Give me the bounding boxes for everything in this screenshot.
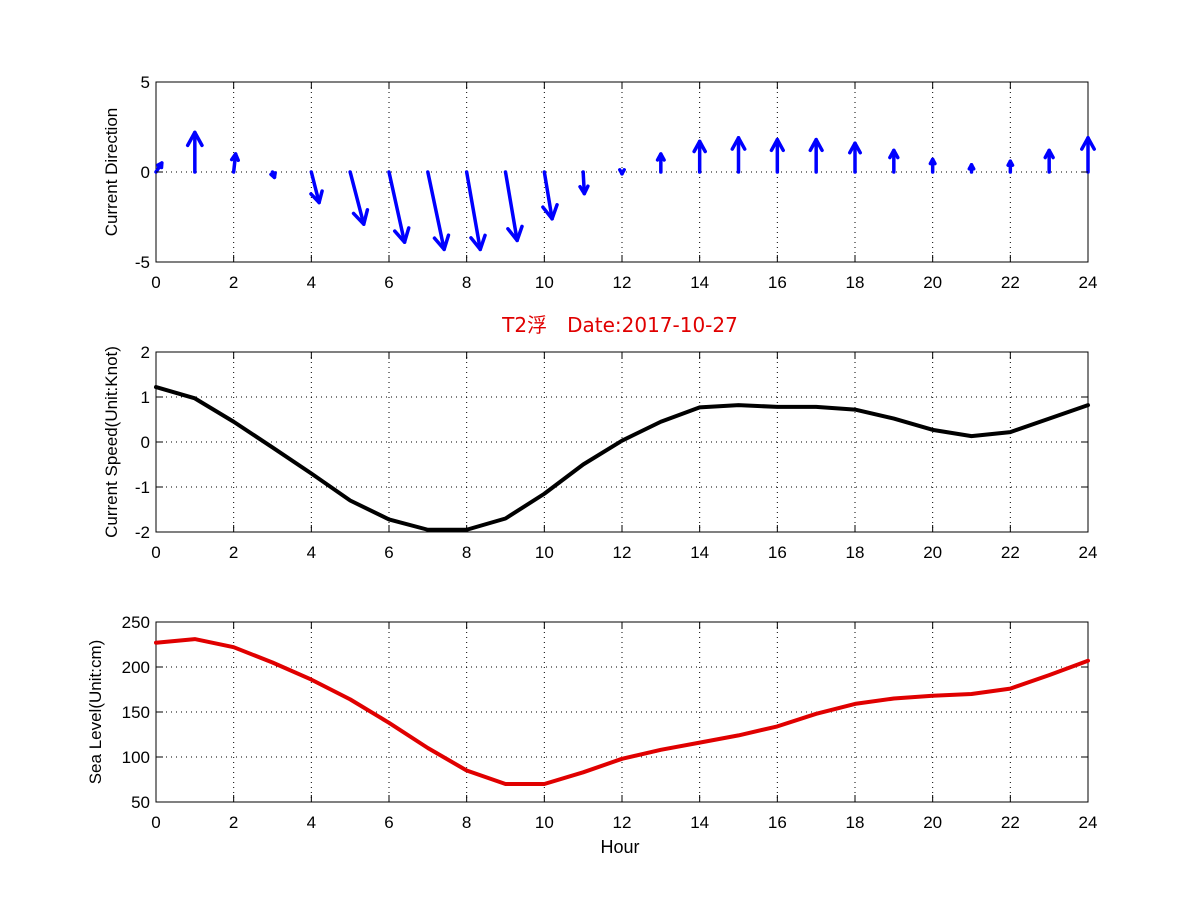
current-direction-arrow	[655, 152, 666, 174]
sea-level-y-tick-label: 250	[122, 613, 150, 632]
current-direction-arrows	[154, 130, 1096, 252]
sea-level-x-tick-label: 16	[768, 813, 787, 832]
current-direction-x-tick-label: 8	[462, 273, 471, 292]
current-direction-arrow	[185, 130, 204, 174]
sea-level-y-tick-label: 50	[131, 793, 150, 812]
sea-level-y-tick-label: 150	[122, 703, 150, 722]
current-direction-arrow	[154, 161, 164, 174]
current-speed-series-line	[154, 385, 1090, 532]
current-direction-arrow	[426, 170, 451, 252]
current-direction-arrow	[1080, 136, 1096, 174]
current-direction-arrow	[618, 168, 626, 176]
current-speed-line	[154, 385, 1090, 532]
current-speed-x-tick-label: 0	[151, 543, 160, 562]
sea-level-x-ticks: 0 2 4 6 8 10 12 14 16 18 20 22 24	[151, 622, 1097, 832]
sea-level-x-tick-label: 6	[384, 813, 393, 832]
current-speed-x-tick-label: 18	[846, 543, 865, 562]
current-direction-arrow	[928, 157, 937, 174]
sea-level-x-axis-label: Hour	[600, 837, 639, 857]
sea-level-x-tick-label: 0	[151, 813, 160, 832]
current-direction-arrow	[464, 170, 487, 252]
current-speed-panel: 0 2 4 6 8 10 12 14 16 18 20 22 24 210-1-2 Current Sp…	[102, 343, 1097, 562]
current-direction-arrow	[1006, 159, 1015, 174]
current-direction-y-tick-label: 5	[141, 73, 150, 92]
current-speed-y-ticks: 2 1 0 -1 -2	[135, 343, 1088, 542]
current-direction-arrow	[769, 137, 785, 174]
current-direction-x-tick-label: 4	[307, 273, 316, 292]
current-speed-x-tick-label: 24	[1079, 543, 1098, 562]
current-direction-arrow	[730, 136, 747, 174]
current-direction-arrow	[1043, 148, 1055, 174]
current-direction-x-tick-label: 2	[229, 273, 238, 292]
chart-title: T2浮 Date:2017-10-27	[501, 313, 738, 337]
current-direction-x-tick-label: 20	[923, 273, 942, 292]
current-direction-arrow	[269, 170, 277, 180]
sea-level-grid	[156, 622, 1088, 802]
current-direction-panel: 0 2 4 6 8 10 12 14 16 18 20 22 24 50-5 Current Direc…	[102, 73, 1097, 292]
current-direction-x-tick-label: 12	[613, 273, 632, 292]
current-direction-x-tick-label: 0	[151, 273, 160, 292]
current-speed-x-tick-label: 16	[768, 543, 787, 562]
current-speed-y-tick-label: -1	[135, 478, 150, 497]
current-direction-arrow	[348, 170, 370, 226]
current-direction-y-axis-label: Current Direction	[102, 108, 121, 237]
current-direction-y-ticks: 5 0 -5	[135, 73, 1088, 272]
sea-level-x-tick-label: 8	[462, 813, 471, 832]
sea-level-x-tick-label: 18	[846, 813, 865, 832]
current-speed-x-tick-label: 8	[462, 543, 471, 562]
sea-level-x-tick-label: 12	[613, 813, 632, 832]
current-direction-arrow	[888, 148, 900, 174]
current-speed-x-tick-label: 10	[535, 543, 554, 562]
current-direction-arrow	[967, 163, 976, 174]
current-speed-y-tick-label: 2	[141, 343, 150, 362]
current-direction-y-tick-label: -5	[135, 253, 150, 272]
current-speed-x-tick-label: 4	[307, 543, 316, 562]
current-direction-y-tick-label: 0	[141, 163, 150, 182]
sea-level-x-tick-label: 4	[307, 813, 316, 832]
current-direction-arrow	[309, 170, 324, 205]
current-direction-x-tick-label: 14	[690, 273, 709, 292]
current-direction-x-tick-label: 24	[1079, 273, 1098, 292]
current-direction-x-ticks: 0 2 4 6 8 10 12 14 16 18 20 22 24	[151, 82, 1097, 292]
sea-level-y-ticks: 250 200 150 100 50	[122, 613, 1088, 812]
current-speed-y-tick-label: 0	[141, 433, 150, 452]
sea-level-line	[154, 637, 1090, 786]
current-speed-y-tick-label: -2	[135, 523, 150, 542]
current-direction-arrow	[541, 170, 559, 221]
current-speed-y-tick-label: 1	[141, 388, 150, 407]
current-direction-arrow	[692, 139, 707, 174]
current-direction-x-tick-label: 6	[384, 273, 393, 292]
current-speed-x-tick-label: 14	[690, 543, 709, 562]
current-speed-x-tick-label: 2	[229, 543, 238, 562]
current-direction-x-tick-label: 16	[768, 273, 787, 292]
current-speed-x-tick-label: 6	[384, 543, 393, 562]
sea-level-x-tick-label: 14	[690, 813, 709, 832]
sea-level-y-tick-label: 200	[122, 658, 150, 677]
current-direction-x-tick-label: 18	[846, 273, 865, 292]
sea-level-x-tick-label: 22	[1001, 813, 1020, 832]
sea-level-y-axis-label: Sea Level(Unit:cm)	[86, 640, 105, 785]
current-speed-y-axis-label: Current Speed(Unit:Knot)	[102, 346, 121, 538]
current-direction-arrow	[808, 137, 824, 174]
current-direction-arrow	[387, 170, 411, 244]
sea-level-x-tick-label: 10	[535, 813, 554, 832]
current-speed-x-tick-label: 22	[1001, 543, 1020, 562]
sea-level-x-tick-label: 20	[923, 813, 942, 832]
sea-level-y-tick-label: 100	[122, 748, 150, 767]
current-speed-x-tick-label: 20	[923, 543, 942, 562]
sea-level-x-tick-label: 2	[229, 813, 238, 832]
current-speed-x-ticks: 0 2 4 6 8 10 12 14 16 18 20 22 24	[151, 352, 1097, 562]
current-direction-arrow	[848, 141, 862, 174]
current-direction-arrow	[503, 170, 524, 243]
current-direction-x-tick-label: 22	[1001, 273, 1020, 292]
current-direction-arrow	[229, 152, 240, 174]
current-direction-x-tick-label: 10	[535, 273, 554, 292]
current-direction-arrow	[578, 170, 590, 196]
sea-level-x-tick-label: 24	[1079, 813, 1098, 832]
current-speed-x-tick-label: 12	[613, 543, 632, 562]
